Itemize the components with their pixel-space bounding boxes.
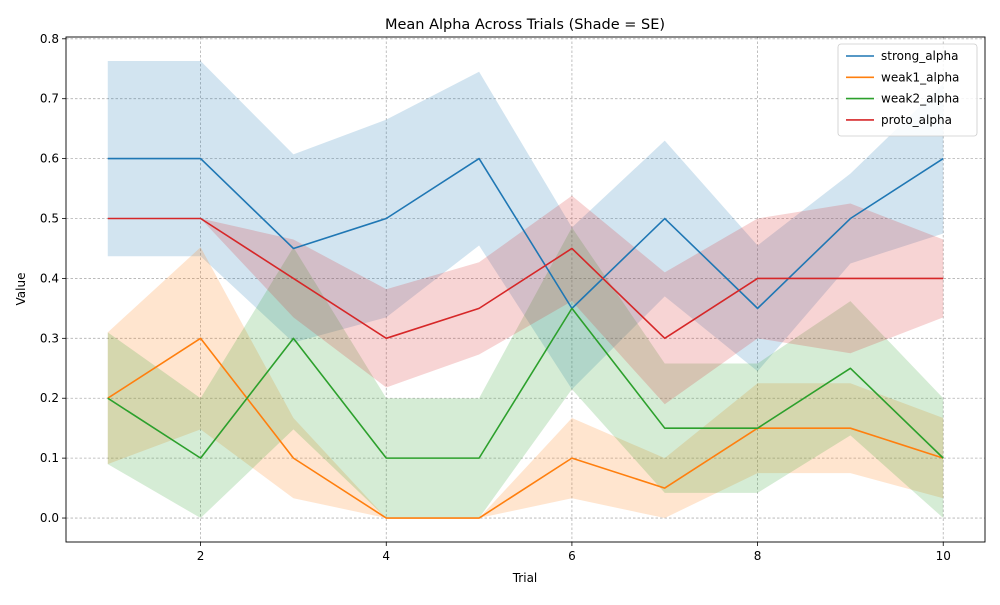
legend-label-proto_alpha: proto_alpha [881,113,952,127]
y-tick-label: 0.2 [40,391,59,405]
grid [66,37,985,542]
x-tick-label: 8 [754,549,762,563]
series-line-weak2_alpha [107,307,944,459]
y-tick-label: 0.1 [40,451,59,465]
series-line-proto_alpha [107,217,944,340]
y-axis-label: Value [14,273,28,306]
se-band-strong_alpha [107,60,944,390]
x-tick-label: 10 [936,549,951,563]
axes [62,36,986,546]
series-lines [107,157,944,519]
x-tick-label: 6 [568,549,576,563]
y-tick-label: 0.8 [40,32,59,46]
tick-labels: 2 4 6 8 10 0.0 0.1 0.2 0.3 0.4 0.5 0.6 0.7 0.8 [40,32,951,563]
se-band-proto_alpha [107,195,944,405]
x-tick-label: 2 [197,549,205,563]
y-tick-label: 0.6 [40,152,59,166]
legend-label-weak1_alpha: weak1_alpha [881,70,959,84]
legend-label-weak2_alpha: weak2_alpha [881,92,959,106]
y-tick-label: 0.5 [40,212,59,226]
chart-title: Mean Alpha Across Trials (Shade = SE) [385,17,665,33]
se-bands [107,60,944,519]
series-line-strong_alpha [107,157,944,310]
y-tick-label: 0.3 [40,331,59,345]
x-tick-label: 4 [382,549,390,563]
legend: strong_alpha weak1_alpha weak2_alpha proto_… [837,43,978,137]
se-band-weak2_alpha [107,227,944,519]
legend-box [837,43,978,137]
legend-label-strong_alpha: strong_alpha [881,49,958,63]
x-axis-label: Trial [512,571,538,585]
y-tick-label: 0.0 [40,511,59,525]
y-tick-label: 0.7 [40,92,59,106]
plot-frame [65,36,986,543]
se-band-weak1_alpha [107,247,944,519]
y-tick-label: 0.4 [40,271,59,285]
